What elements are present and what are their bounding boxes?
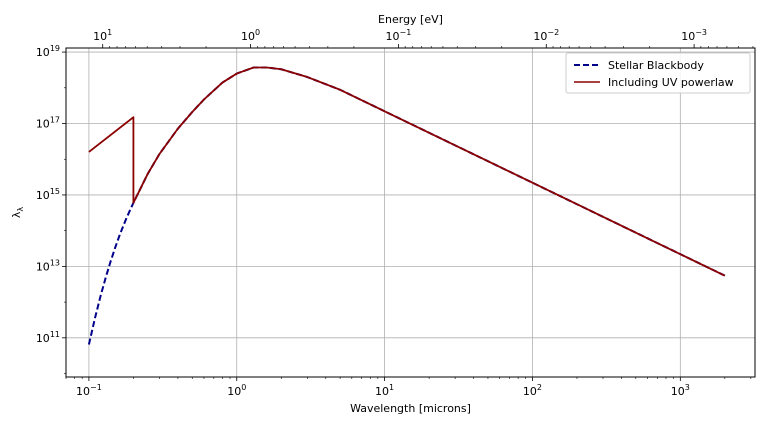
x-tick-label: 100 bbox=[227, 383, 246, 398]
y-tick-label-base: 10 bbox=[36, 118, 50, 131]
top-tick-label-exponent: −1 bbox=[400, 28, 412, 37]
y-axis-label: λλ bbox=[10, 207, 25, 219]
top-tick-label-exponent: −3 bbox=[695, 28, 707, 37]
top-tick-label-base: 10 bbox=[93, 30, 107, 43]
top-axis-label: Energy [eV] bbox=[378, 13, 443, 26]
top-tick-label-base: 10 bbox=[533, 30, 547, 43]
legend-box bbox=[565, 52, 751, 94]
x-tick-label-exponent: 1 bbox=[389, 383, 394, 392]
grid bbox=[66, 48, 755, 377]
top-tick-label-base: 10 bbox=[681, 30, 695, 43]
plot-frame bbox=[65, 47, 756, 378]
x-tick-label-exponent: −1 bbox=[90, 383, 102, 392]
y-tick-label: 1011 bbox=[36, 330, 60, 345]
y-tick-label-exponent: 15 bbox=[50, 187, 60, 196]
top-tick-label: 101 bbox=[93, 28, 112, 43]
top-tick-label-exponent: 0 bbox=[255, 28, 260, 37]
top-tick-label-base: 10 bbox=[241, 30, 255, 43]
x-tick-label-base: 10 bbox=[671, 385, 685, 398]
y-axis-label-subscript: λ bbox=[16, 207, 25, 212]
x-tick-label-exponent: 3 bbox=[685, 383, 690, 392]
x-tick-label: 101 bbox=[375, 383, 394, 398]
y-tick-label-base: 10 bbox=[36, 332, 50, 345]
y-tick-label-exponent: 19 bbox=[50, 44, 60, 53]
y-tick-label-base: 10 bbox=[36, 46, 50, 59]
top-tick-label: 10−1 bbox=[386, 28, 412, 43]
series-layer bbox=[87, 66, 726, 345]
top-tick-label: 10−2 bbox=[533, 28, 559, 43]
x-tick-label: 103 bbox=[671, 383, 690, 398]
y-tick-label-exponent: 17 bbox=[50, 116, 60, 125]
y-tick-label-base: 10 bbox=[36, 260, 50, 273]
x-tick-label-exponent: 0 bbox=[241, 383, 246, 392]
y-axis-label-base: λ bbox=[10, 211, 23, 218]
x-axis-label: Wavelength [microns] bbox=[350, 402, 471, 415]
series-line-stellar-blackbody bbox=[87, 66, 726, 345]
top-tick-label: 10−3 bbox=[681, 28, 707, 43]
y-tick-label-base: 10 bbox=[36, 189, 50, 202]
legend-label-uv-powerlaw: Including UV powerlaw bbox=[608, 76, 734, 89]
y-tick-label-exponent: 11 bbox=[50, 330, 60, 339]
y-tick-label: 1017 bbox=[36, 116, 60, 131]
legend: Stellar Blackbody Including UV powerlaw bbox=[565, 52, 751, 94]
y-tick-label: 1019 bbox=[36, 44, 60, 59]
top-tick-label: 100 bbox=[241, 28, 260, 43]
top-tick-label-exponent: −2 bbox=[547, 28, 559, 37]
x-tick-label-base: 10 bbox=[523, 385, 537, 398]
x-tick-label: 102 bbox=[523, 383, 542, 398]
series-line-uv-powerlaw bbox=[88, 66, 726, 277]
y-tick-label: 1015 bbox=[36, 187, 60, 202]
y-tick-label: 1013 bbox=[36, 258, 60, 273]
top-tick-label-exponent: 1 bbox=[107, 28, 112, 37]
y-tick-label-exponent: 13 bbox=[50, 258, 60, 267]
x-tick-label-base: 10 bbox=[375, 385, 389, 398]
legend-label-stellar-blackbody: Stellar Blackbody bbox=[608, 59, 704, 72]
x-tick-label-base: 10 bbox=[227, 385, 241, 398]
x-tick-label: 10−1 bbox=[76, 383, 102, 398]
x-tick-label-exponent: 2 bbox=[537, 383, 542, 392]
x-tick-label-base: 10 bbox=[76, 385, 90, 398]
top-tick-label-base: 10 bbox=[386, 30, 400, 43]
